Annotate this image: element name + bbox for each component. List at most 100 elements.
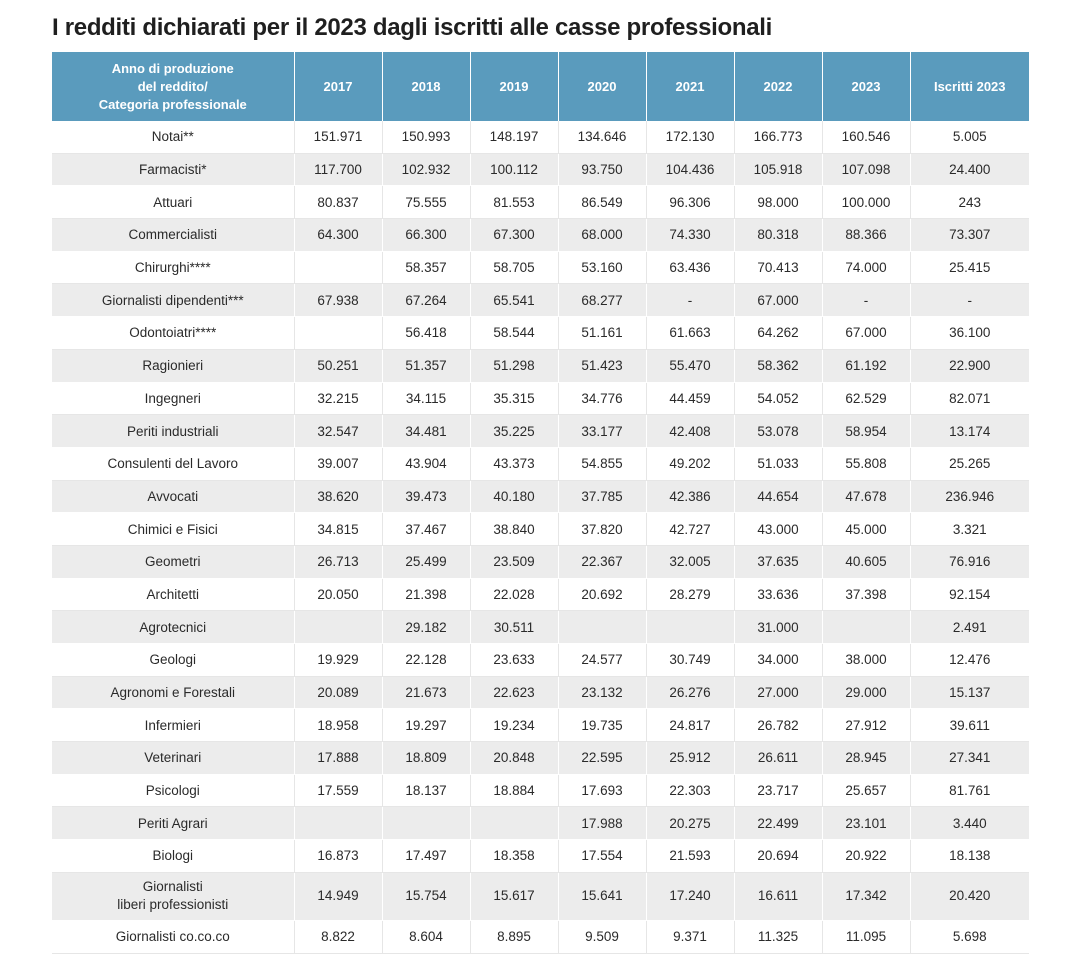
income-cell: 65.541 bbox=[470, 283, 559, 318]
income-cell: 20.089 bbox=[294, 676, 383, 710]
income-cell: 51.161 bbox=[558, 316, 647, 350]
income-cell: 30.511 bbox=[470, 610, 559, 644]
income-cell: 44.459 bbox=[646, 382, 735, 416]
income-cell: 34.815 bbox=[294, 512, 383, 546]
category-cell: Periti industriali bbox=[52, 414, 295, 448]
income-cell bbox=[470, 806, 559, 841]
income-cell: 75.555 bbox=[382, 185, 471, 220]
income-cell: 64.262 bbox=[734, 316, 823, 350]
income-cell: 37.635 bbox=[734, 545, 823, 579]
table-row: Periti Agrari 17.988 20.275 22.499 23.101 3.4… bbox=[52, 806, 1029, 841]
category-cell: Veterinari bbox=[52, 741, 295, 775]
header-category-line: Anno di produzione bbox=[111, 60, 234, 76]
category-label: liberi professionisti bbox=[117, 897, 229, 913]
income-cell: 14.949 bbox=[294, 872, 383, 921]
table-body: Notai** 151.971 150.993 148.197 134.646 172.1… bbox=[52, 121, 1029, 954]
category-cell: Biologi bbox=[52, 839, 295, 873]
members-cell: 27.341 bbox=[910, 741, 1029, 775]
category-cell: Giornalisti liberi professionisti bbox=[52, 872, 295, 921]
income-table: Anno di produzione del reddito/ Categori… bbox=[52, 52, 1029, 954]
income-cell: 18.137 bbox=[382, 774, 471, 808]
members-cell: 12.476 bbox=[910, 643, 1029, 677]
income-cell: 54.855 bbox=[558, 447, 647, 481]
category-label: Consulenti del Lavoro bbox=[107, 456, 239, 472]
income-cell: 19.929 bbox=[294, 643, 383, 677]
category-label: Ingegneri bbox=[144, 390, 201, 406]
category-label: Commercialisti bbox=[128, 227, 217, 243]
members-cell: 243 bbox=[910, 185, 1029, 220]
income-cell: 22.367 bbox=[558, 545, 647, 579]
income-cell: 17.888 bbox=[294, 741, 383, 775]
table-row: Psicologi 17.559 18.137 18.884 17.693 22.303 2… bbox=[52, 774, 1029, 808]
income-cell: 55.470 bbox=[646, 349, 735, 383]
members-cell: 3.440 bbox=[910, 806, 1029, 841]
income-cell: 32.215 bbox=[294, 382, 383, 416]
category-label: Odontoiatri**** bbox=[129, 325, 217, 341]
income-cell bbox=[646, 610, 735, 644]
income-cell: 51.357 bbox=[382, 349, 471, 383]
income-cell: 62.529 bbox=[822, 382, 911, 416]
income-cell: 74.330 bbox=[646, 218, 735, 252]
table-row: Ingegneri 32.215 34.115 35.315 34.776 44.459 5… bbox=[52, 382, 1029, 416]
category-label: Giornalisti dipendenti*** bbox=[101, 292, 244, 308]
income-cell: 18.884 bbox=[470, 774, 559, 808]
income-cell: 56.418 bbox=[382, 316, 471, 350]
income-cell: 35.225 bbox=[470, 414, 559, 448]
income-cell: 166.773 bbox=[734, 121, 823, 154]
category-label: Psicologi bbox=[145, 783, 200, 799]
members-cell: 36.100 bbox=[910, 316, 1029, 350]
category-cell: Geometri bbox=[52, 545, 295, 579]
members-cell: 5.005 bbox=[910, 121, 1029, 154]
members-cell: 15.137 bbox=[910, 676, 1029, 710]
income-cell: 25.657 bbox=[822, 774, 911, 808]
category-cell: Psicologi bbox=[52, 774, 295, 808]
table-row: Agronomi e Forestali 20.089 21.673 22.623 23… bbox=[52, 676, 1029, 710]
income-cell: 68.277 bbox=[558, 283, 647, 318]
income-cell: 23.101 bbox=[822, 806, 911, 841]
income-cell: 22.623 bbox=[470, 676, 559, 710]
members-cell: 13.174 bbox=[910, 414, 1029, 448]
category-label: Infermieri bbox=[144, 717, 201, 733]
category-cell: Infermieri bbox=[52, 708, 295, 743]
category-cell: Chirurghi**** bbox=[52, 251, 295, 285]
income-cell: 26.782 bbox=[734, 708, 823, 743]
income-cell: 32.547 bbox=[294, 414, 383, 448]
income-cell: 17.497 bbox=[382, 839, 471, 873]
income-cell: 15.641 bbox=[558, 872, 647, 921]
income-cell: 20.275 bbox=[646, 806, 735, 841]
income-cell: 67.000 bbox=[822, 316, 911, 350]
income-cell: 81.553 bbox=[470, 185, 559, 220]
income-cell: 17.342 bbox=[822, 872, 911, 921]
category-cell: Chimici e Fisici bbox=[52, 512, 295, 546]
category-cell: Avvocati bbox=[52, 480, 295, 514]
income-cell: 35.315 bbox=[470, 382, 559, 416]
income-cell: 80.318 bbox=[734, 218, 823, 252]
table-row: Periti industriali 32.547 34.481 35.225 33.1… bbox=[52, 414, 1029, 448]
income-cell: 22.595 bbox=[558, 741, 647, 775]
income-cell: 100.112 bbox=[470, 153, 559, 187]
income-cell: 58.544 bbox=[470, 316, 559, 350]
income-cell: 18.358 bbox=[470, 839, 559, 873]
income-cell: 50.251 bbox=[294, 349, 383, 383]
category-label: Agronomi e Forestali bbox=[110, 685, 236, 701]
income-cell: 86.549 bbox=[558, 185, 647, 220]
income-cell bbox=[822, 610, 911, 644]
table-row: Veterinari 17.888 18.809 20.848 22.595 25.912… bbox=[52, 741, 1029, 775]
income-cell: 34.115 bbox=[382, 382, 471, 416]
income-cell: 100.000 bbox=[822, 185, 911, 220]
income-cell bbox=[294, 610, 383, 644]
income-cell: 21.593 bbox=[646, 839, 735, 873]
income-cell: 64.300 bbox=[294, 218, 383, 252]
income-cell: 22.128 bbox=[382, 643, 471, 677]
table-row: Geologi 19.929 22.128 23.633 24.577 30.749 34.… bbox=[52, 643, 1029, 677]
income-cell: 43.373 bbox=[470, 447, 559, 481]
table-row: Farmacisti* 117.700 102.932 100.112 93.750 10… bbox=[52, 153, 1029, 187]
members-cell: 20.420 bbox=[910, 872, 1029, 921]
income-cell: 51.033 bbox=[734, 447, 823, 481]
income-cell: 40.180 bbox=[470, 480, 559, 514]
income-cell: 17.240 bbox=[646, 872, 735, 921]
income-cell: 70.413 bbox=[734, 251, 823, 285]
income-cell: 96.306 bbox=[646, 185, 735, 220]
members-cell: 3.321 bbox=[910, 512, 1029, 546]
income-cell: 8.822 bbox=[294, 920, 383, 954]
